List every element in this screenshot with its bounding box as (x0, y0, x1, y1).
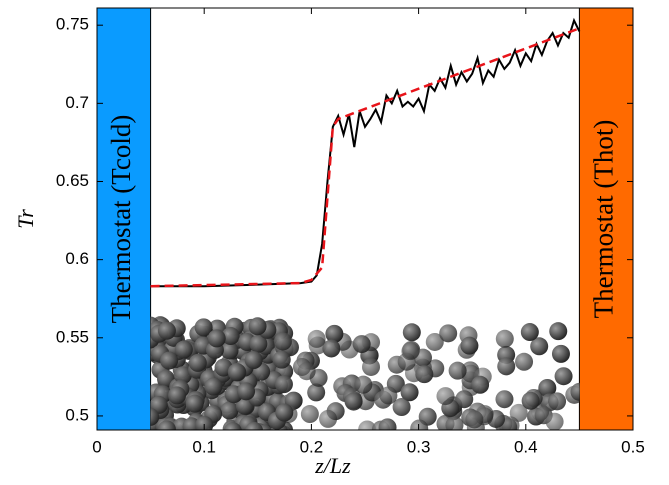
background-layer (96, 7, 634, 431)
particle (501, 416, 520, 430)
y-tick-label: 0.75 (56, 15, 89, 34)
x-tick-label: 0.2 (300, 437, 324, 456)
particle (273, 332, 292, 351)
particle (551, 344, 570, 363)
particle (160, 351, 179, 370)
particle (185, 394, 204, 413)
particle (325, 324, 344, 343)
particle (168, 386, 187, 405)
particle (174, 340, 193, 359)
particle (520, 323, 539, 342)
particle (439, 324, 458, 343)
particle (173, 366, 192, 385)
particle (248, 317, 267, 336)
y-tick-label: 0.6 (65, 249, 89, 268)
particle (275, 403, 294, 422)
thermostat-label: Thermostat (Thot) (588, 120, 618, 319)
particle (392, 398, 411, 417)
particle (448, 361, 467, 380)
particle (400, 383, 419, 402)
particle (445, 416, 464, 430)
x-tick-label: 0.5 (621, 437, 645, 456)
particle (465, 410, 484, 429)
y-tick-label: 0.65 (56, 171, 89, 190)
x-tick-label: 0.1 (192, 437, 216, 456)
data-line (150, 27, 580, 288)
particle (319, 409, 338, 428)
particle (362, 357, 381, 376)
particle (157, 420, 176, 430)
particle (379, 386, 398, 405)
particle (245, 421, 263, 430)
particle (274, 375, 293, 394)
particle (471, 375, 490, 394)
thermostat-region (96, 7, 152, 431)
particle (401, 342, 420, 361)
particle (455, 390, 474, 409)
particle (460, 336, 479, 355)
particle (548, 392, 567, 411)
particle (554, 367, 573, 386)
particle (307, 383, 326, 402)
particle (352, 335, 371, 354)
particle (515, 352, 534, 371)
particle (410, 419, 429, 430)
particle (497, 357, 516, 376)
particle (300, 405, 319, 424)
y-axis-label: Tr (13, 209, 38, 229)
particle (495, 390, 514, 409)
particle (207, 329, 226, 348)
particle (188, 353, 207, 372)
particle (221, 327, 240, 346)
particle (322, 339, 341, 358)
particle (220, 401, 239, 420)
particles (150, 316, 580, 430)
x-tick-label: 0.4 (514, 437, 538, 456)
data-line (150, 17, 581, 288)
particle (220, 341, 239, 360)
thermostat-label: Thermostat (Tcold) (106, 115, 136, 324)
foreground-layer: Thermostat (Tcold) Thermostat (Thot) 0 0.1 0… (56, 7, 645, 456)
particle (297, 362, 316, 381)
particle (378, 418, 397, 430)
particle (150, 407, 160, 426)
y-tick-label: 0.55 (56, 327, 89, 346)
particle (545, 412, 564, 430)
particle (358, 420, 377, 430)
particle (425, 332, 444, 351)
particle (237, 382, 256, 401)
particle (157, 321, 176, 340)
y-tick-label: 0.7 (65, 93, 89, 112)
particle (344, 392, 363, 411)
particle (195, 415, 214, 430)
x-axis-label: z/Lz (314, 453, 351, 478)
plot-frame (96, 7, 634, 431)
particle (530, 337, 549, 356)
x-tick-label: 0.3 (407, 437, 431, 456)
particle (307, 329, 326, 348)
x-tick-label: 0 (92, 437, 101, 456)
particle (354, 375, 373, 394)
particle (244, 351, 263, 370)
particle (495, 329, 514, 348)
particle (402, 323, 421, 342)
particle (227, 363, 246, 382)
y-tick-label: 0.5 (65, 405, 89, 424)
particle (436, 387, 455, 406)
thermostat-region (578, 7, 634, 431)
particle (415, 365, 434, 384)
particle (223, 422, 242, 430)
particle (249, 334, 268, 353)
particle (570, 382, 580, 401)
particle (194, 318, 213, 337)
particle (538, 378, 557, 397)
particle (549, 322, 568, 341)
particle (272, 350, 291, 369)
particle (521, 391, 540, 410)
particle (204, 377, 223, 396)
